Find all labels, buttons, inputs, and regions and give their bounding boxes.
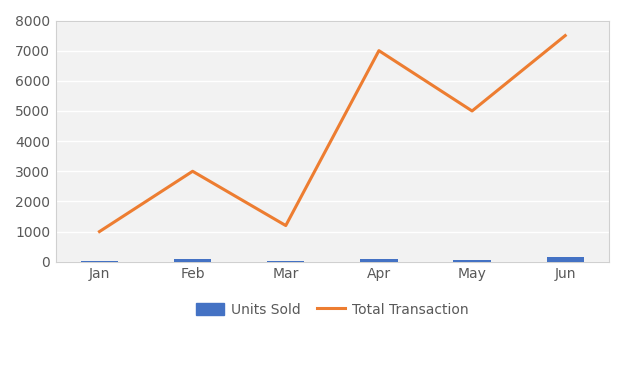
- Legend: Units Sold, Total Transaction: Units Sold, Total Transaction: [190, 297, 474, 322]
- Bar: [360, 259, 397, 262]
- Bar: [174, 259, 212, 262]
- Bar: [547, 257, 584, 262]
- Bar: [454, 260, 490, 262]
